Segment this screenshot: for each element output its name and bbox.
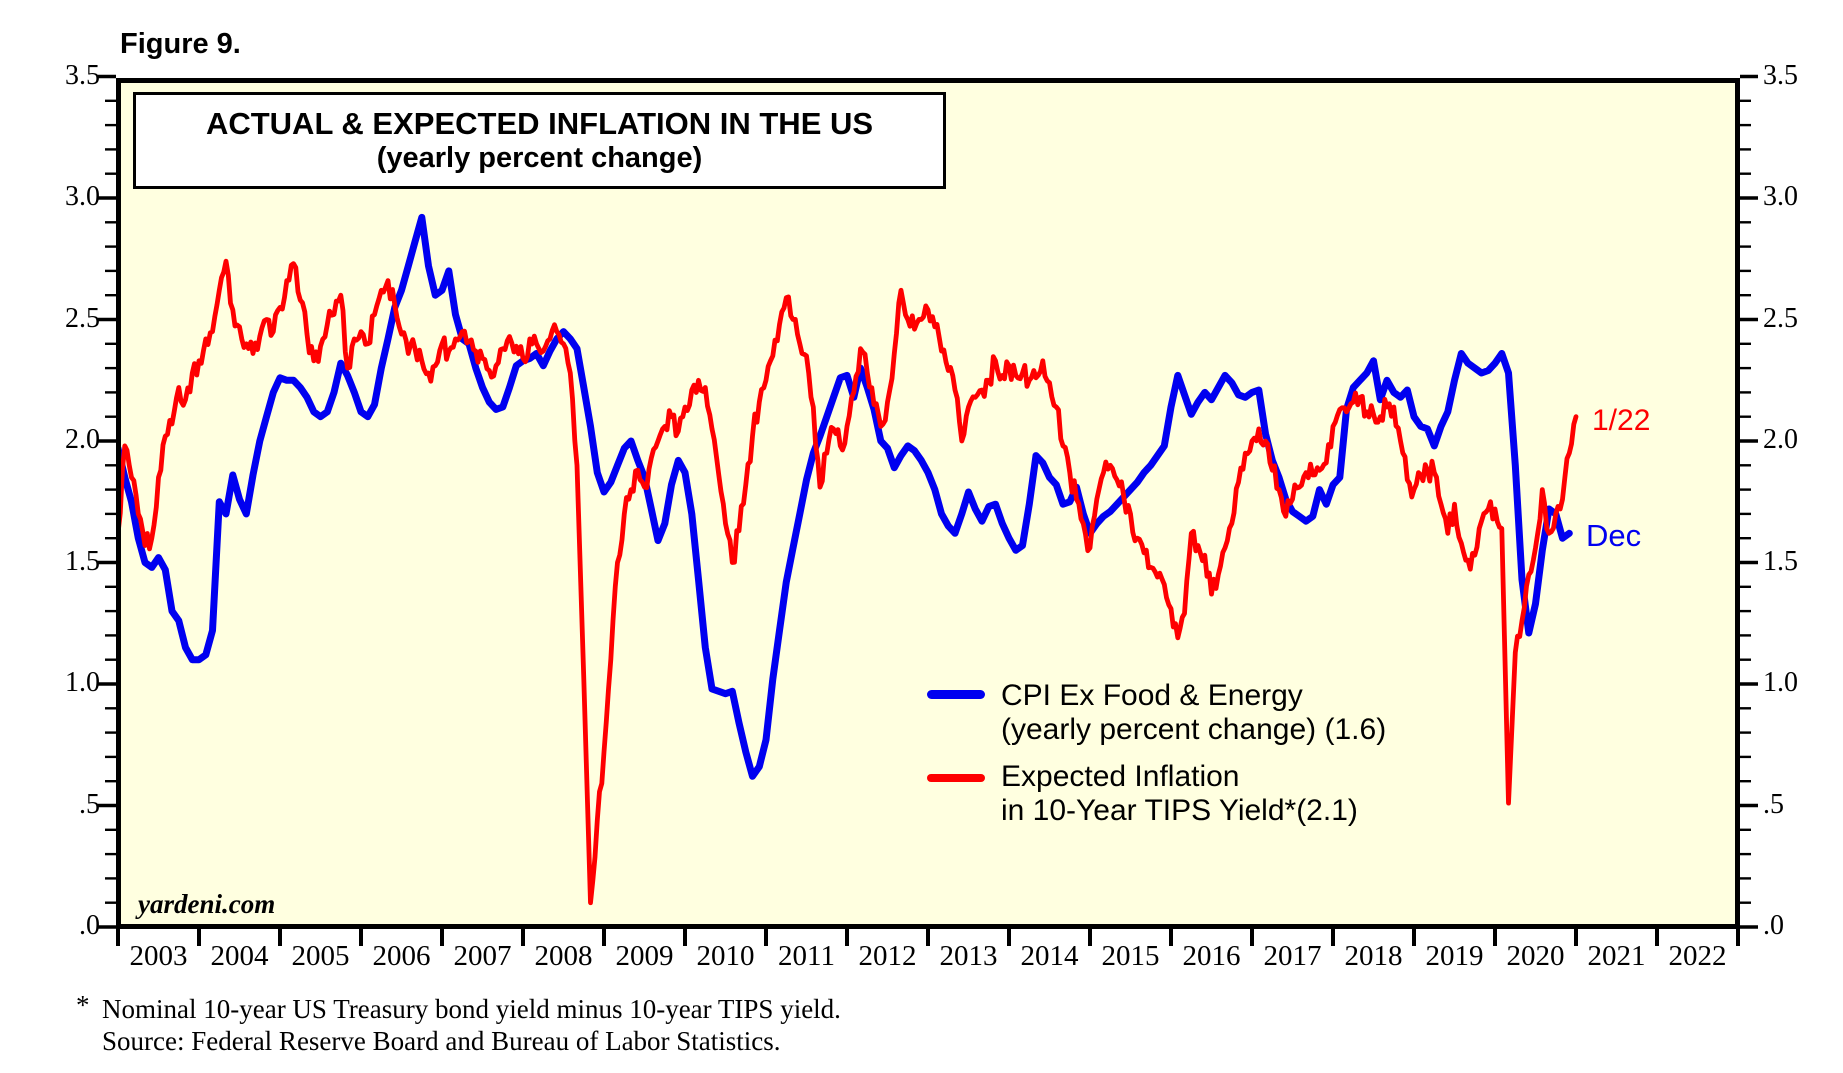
chart-title-box: ACTUAL & EXPECTED INFLATION IN THE US (y… [133, 92, 946, 189]
figure-number-label: Figure 9. [120, 28, 241, 60]
x-tick-label-year: 2022 [1668, 940, 1727, 972]
y-tick-label-left: 3.0 [65, 181, 100, 212]
y-tick-label-left: 1.0 [65, 667, 100, 698]
x-tick-label-year: 2003 [129, 940, 188, 972]
x-tick-label-year: 2019 [1425, 940, 1484, 972]
footnote: Nominal 10-year US Treasury bond yield m… [102, 993, 1082, 1057]
footnote-line2: Source: Federal Reserve Board and Bureau… [102, 1026, 781, 1056]
y-tick-label-right: .0 [1763, 910, 1784, 941]
x-tick-label-year: 2010 [696, 940, 755, 972]
footnote-asterisk: * [76, 990, 90, 1020]
series-line-tips [121, 258, 1579, 906]
legend-line-swatch-tips [927, 774, 985, 782]
x-tick-label-year: 2014 [1020, 940, 1079, 972]
y-tick-label-left: .0 [79, 910, 100, 941]
x-tick-label-year: 2006 [372, 940, 431, 972]
annotation-cpi-latest: Dec [1586, 518, 1642, 553]
x-tick-label-year: 2020 [1506, 940, 1565, 972]
y-tick-label-left: .5 [79, 788, 100, 820]
x-tick-label-year: 2008 [534, 940, 593, 972]
chart-title: ACTUAL & EXPECTED INFLATION IN THE US [205, 106, 874, 141]
x-tick-label-year: 2013 [939, 940, 998, 972]
y-tick-label-right: 2.0 [1763, 424, 1798, 455]
x-tick-label-year: 2007 [453, 940, 512, 972]
x-tick-label-year: 2005 [291, 940, 350, 972]
x-tick-label-year: 2009 [615, 940, 674, 972]
watermark-yardeni: yardeni.com [138, 889, 276, 919]
y-tick-label-right: 3.5 [1763, 59, 1798, 91]
y-tick-label-left: 1.5 [65, 545, 100, 577]
x-tick-label-year: 2012 [858, 940, 917, 972]
y-tick-label-right: 3.0 [1763, 181, 1798, 212]
footnote-line1: Nominal 10-year US Treasury bond yield m… [102, 994, 841, 1024]
legend-label-tips-line1: Expected Inflation [1001, 760, 1240, 793]
legend-label-tips-line2: in 10-Year TIPS Yield*(2.1) [1001, 794, 1358, 827]
legend-label-cpi-line2: (yearly percent change) (1.6) [1001, 713, 1387, 746]
y-tick-label-right: 2.5 [1763, 302, 1798, 334]
x-tick-label-year: 2016 [1182, 940, 1241, 972]
y-tick-label-left: 2.5 [65, 302, 100, 334]
y-tick-label-left: 3.5 [65, 59, 100, 91]
legend-line-swatch-cpi [927, 690, 985, 699]
y-tick-label-right: 1.5 [1763, 545, 1798, 577]
annotation-tips-latest: 1/22 [1592, 404, 1651, 437]
legend-label-cpi-line1: CPI Ex Food & Energy [1001, 679, 1303, 712]
chart-subtitle: (yearly percent change) [376, 142, 703, 174]
x-tick-label-year: 2017 [1263, 940, 1322, 972]
x-tick-label-year: 2011 [778, 940, 835, 972]
x-tick-label-year: 2018 [1344, 940, 1403, 972]
x-tick-label-year: 2015 [1101, 940, 1160, 972]
legend-label-tips: Expected Inflation in 10-Year TIPS Yield… [1001, 760, 1358, 828]
y-tick-label-right: 1.0 [1763, 667, 1798, 698]
x-tick-label-year: 2021 [1587, 940, 1646, 972]
legend-label-cpi: CPI Ex Food & Energy (yearly percent cha… [1001, 679, 1386, 747]
y-tick-label-left: 2.0 [65, 424, 100, 455]
y-tick-label-right: .5 [1763, 788, 1784, 820]
x-tick-label-year: 2004 [210, 940, 269, 972]
series-line-cpi [121, 213, 1573, 780]
